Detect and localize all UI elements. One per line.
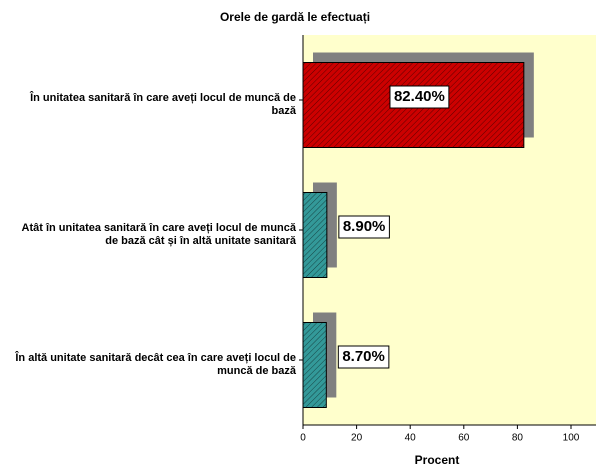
value-label-box (389, 85, 450, 109)
x-tick-label: 20 (351, 433, 363, 444)
value-label-box (337, 345, 390, 369)
value-label: 82.40% (394, 88, 445, 105)
value-label: 8.70% (342, 348, 385, 365)
bar-hatch (303, 322, 327, 408)
chart-title: Orele de gardă le efectuați (220, 10, 370, 24)
y-tick-label: În unitatea sanitară în care aveți locul… (30, 92, 296, 117)
x-tick-label: 100 (563, 433, 580, 444)
x-tick-label: 40 (405, 433, 417, 444)
x-tick-label: 80 (512, 433, 524, 444)
x-tick-label: 60 (458, 433, 470, 444)
y-tick-label: Atât în unitatea sanitară în care aveți … (21, 222, 296, 247)
value-label: 8.90% (343, 218, 386, 235)
bar-hatch (303, 192, 327, 278)
x-axis-label: Procent (415, 453, 460, 467)
value-label-box (338, 215, 390, 239)
x-tick-label: 0 (300, 433, 306, 444)
y-tick-label: În altă unitate sanitară decât cea în ca… (15, 352, 296, 377)
